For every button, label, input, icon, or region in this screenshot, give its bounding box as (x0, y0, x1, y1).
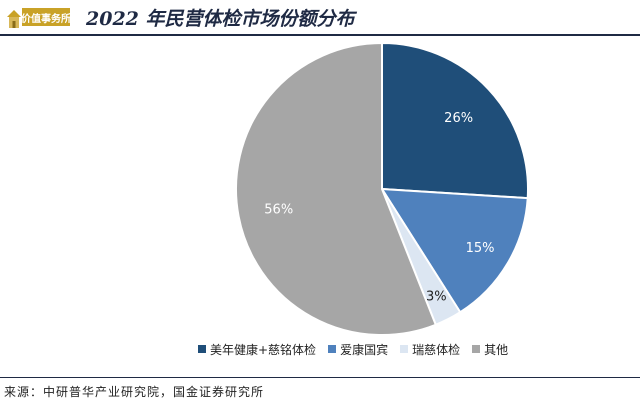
pie-slice-0 (381, 41, 529, 200)
legend-label-2: 瑞慈体检 (412, 342, 461, 357)
pie-slice-3 (235, 41, 438, 336)
source-note: 来源：中研普华产业研究院，国金证券研究所 (4, 385, 265, 399)
logo: 价值事务所 (7, 8, 71, 28)
legend-swatch-0 (198, 345, 206, 353)
legend-item-3: 其他 (472, 341, 508, 358)
slice-label-2: 3% (426, 290, 447, 305)
logo-text: 价值事务所 (21, 12, 71, 25)
pie-chart: 26% 15% 3% 56% (235, 41, 529, 336)
legend-item-2: 瑞慈体检 (400, 341, 460, 358)
footer-divider (0, 377, 640, 378)
slice-label-1: 15% (466, 241, 495, 256)
legend-item-0: 美年健康+慈铭体检 (198, 341, 316, 358)
slice-label-3: 56% (264, 203, 293, 218)
slice-label-0: 26% (444, 111, 473, 126)
legend-label-3: 其他 (484, 342, 509, 357)
figure-header: 价值事务所 2022 年民营体检市场份额分布 (0, 0, 640, 34)
legend-label-0: 美年健康+慈铭体检 (210, 342, 317, 357)
legend-swatch-3 (472, 345, 481, 353)
legend-item-1: 爱康国宾 (328, 341, 388, 358)
header-divider (0, 34, 640, 36)
legend-label-1: 爱康国宾 (340, 342, 389, 357)
logo-house-icon (7, 10, 21, 28)
pie-slice-1 (380, 187, 529, 314)
chart-legend: 美年健康+慈铭体检 爱康国宾 瑞慈体检 其他 (198, 340, 508, 358)
chart-title: 2022 年民营体检市场份额分布 (86, 8, 355, 30)
legend-swatch-1 (328, 345, 337, 353)
legend-swatch-2 (400, 345, 409, 353)
